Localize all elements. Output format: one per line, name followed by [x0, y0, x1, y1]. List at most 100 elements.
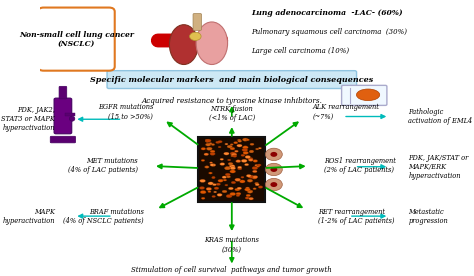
Ellipse shape — [214, 191, 217, 193]
Ellipse shape — [229, 164, 235, 168]
FancyBboxPatch shape — [50, 136, 75, 143]
Ellipse shape — [222, 176, 227, 179]
Text: MET mutations
(4% of LAC patients): MET mutations (4% of LAC patients) — [68, 157, 138, 174]
Text: Acquired resistance to tyrosine kinase inhibitors.: Acquired resistance to tyrosine kinase i… — [141, 97, 322, 105]
Ellipse shape — [235, 178, 241, 181]
Ellipse shape — [204, 153, 209, 156]
Text: PDK, JAK2,
STAT3 or MAPK
hyperactivation: PDK, JAK2, STAT3 or MAPK hyperactivation — [1, 106, 55, 132]
Ellipse shape — [225, 173, 230, 176]
Ellipse shape — [220, 163, 225, 165]
Ellipse shape — [247, 179, 253, 182]
Ellipse shape — [212, 177, 215, 179]
Text: ROS1 rearrangement
(2% of LAC patients): ROS1 rearrangement (2% of LAC patients) — [324, 157, 396, 174]
Ellipse shape — [250, 150, 254, 152]
Ellipse shape — [238, 188, 242, 189]
Ellipse shape — [246, 139, 249, 141]
Text: Stimulation of cell survival  pathways and tumor growth: Stimulation of cell survival pathways an… — [131, 266, 332, 274]
Ellipse shape — [255, 184, 259, 186]
Text: KRAS mutations
(30%): KRAS mutations (30%) — [204, 236, 259, 254]
Ellipse shape — [210, 152, 215, 155]
Text: ALK rearrangement
(~7%): ALK rearrangement (~7%) — [312, 103, 379, 120]
FancyBboxPatch shape — [342, 85, 387, 105]
Ellipse shape — [258, 147, 262, 149]
Ellipse shape — [206, 143, 211, 146]
Ellipse shape — [245, 163, 249, 166]
Ellipse shape — [230, 170, 236, 173]
Ellipse shape — [211, 164, 216, 166]
Ellipse shape — [231, 155, 235, 157]
Ellipse shape — [270, 167, 277, 172]
Ellipse shape — [248, 159, 253, 161]
Ellipse shape — [190, 32, 201, 41]
Ellipse shape — [242, 148, 248, 152]
Ellipse shape — [218, 179, 223, 182]
Ellipse shape — [225, 143, 228, 145]
Ellipse shape — [243, 146, 248, 149]
Text: Pulmonary squamous cell carcinoma  (30%): Pulmonary squamous cell carcinoma (30%) — [251, 28, 407, 36]
Ellipse shape — [216, 183, 220, 185]
Ellipse shape — [223, 179, 227, 181]
Ellipse shape — [212, 195, 216, 197]
Ellipse shape — [237, 187, 241, 189]
Ellipse shape — [245, 197, 249, 199]
Ellipse shape — [228, 187, 233, 190]
Ellipse shape — [201, 160, 205, 161]
Ellipse shape — [248, 175, 254, 178]
Ellipse shape — [227, 145, 232, 148]
Ellipse shape — [235, 150, 238, 152]
FancyBboxPatch shape — [198, 137, 265, 202]
Ellipse shape — [256, 165, 260, 167]
Ellipse shape — [270, 152, 277, 157]
Ellipse shape — [265, 163, 283, 176]
Ellipse shape — [252, 166, 258, 170]
Ellipse shape — [216, 141, 220, 144]
Ellipse shape — [206, 187, 211, 190]
Ellipse shape — [246, 194, 250, 197]
Ellipse shape — [217, 193, 222, 196]
Ellipse shape — [200, 187, 205, 189]
Ellipse shape — [255, 164, 258, 166]
Ellipse shape — [225, 184, 228, 186]
Ellipse shape — [246, 174, 251, 177]
Ellipse shape — [210, 162, 213, 164]
Ellipse shape — [270, 182, 277, 187]
Ellipse shape — [248, 157, 253, 160]
Ellipse shape — [209, 172, 212, 174]
Ellipse shape — [238, 140, 242, 142]
Text: Non-small cell lung cancer
(NSCLC): Non-small cell lung cancer (NSCLC) — [19, 31, 134, 48]
Ellipse shape — [210, 150, 215, 153]
Ellipse shape — [253, 170, 257, 173]
Text: Metastatic
progression: Metastatic progression — [409, 208, 448, 225]
Text: Specific molecular markers  and main biological consequences: Specific molecular markers and main biol… — [90, 76, 374, 84]
Ellipse shape — [235, 188, 240, 191]
Ellipse shape — [237, 167, 242, 170]
FancyBboxPatch shape — [193, 14, 201, 30]
Ellipse shape — [356, 89, 380, 101]
Ellipse shape — [265, 178, 283, 191]
Text: Large cell carcinoma (10%): Large cell carcinoma (10%) — [251, 47, 349, 55]
Ellipse shape — [220, 179, 224, 181]
Ellipse shape — [234, 142, 238, 144]
Ellipse shape — [230, 144, 233, 145]
Ellipse shape — [209, 143, 212, 144]
Ellipse shape — [253, 176, 258, 178]
Text: Lung adenocarcinoma  -LAC- (60%): Lung adenocarcinoma -LAC- (60%) — [251, 9, 402, 17]
Ellipse shape — [236, 192, 241, 195]
Ellipse shape — [205, 139, 211, 142]
Ellipse shape — [237, 144, 242, 147]
Text: MAPK
hyperactivation: MAPK hyperactivation — [3, 208, 55, 225]
Ellipse shape — [241, 176, 244, 178]
FancyBboxPatch shape — [107, 71, 356, 89]
FancyBboxPatch shape — [54, 98, 72, 134]
Ellipse shape — [249, 150, 254, 153]
Ellipse shape — [211, 144, 215, 145]
Text: BRAF mutations
(4% of NSCLC patients): BRAF mutations (4% of NSCLC patients) — [63, 208, 144, 225]
Ellipse shape — [220, 158, 224, 160]
Ellipse shape — [255, 148, 259, 150]
Ellipse shape — [265, 148, 283, 161]
Ellipse shape — [218, 140, 222, 143]
Ellipse shape — [226, 176, 230, 178]
FancyBboxPatch shape — [65, 113, 75, 116]
Ellipse shape — [233, 155, 237, 157]
Ellipse shape — [69, 116, 75, 121]
